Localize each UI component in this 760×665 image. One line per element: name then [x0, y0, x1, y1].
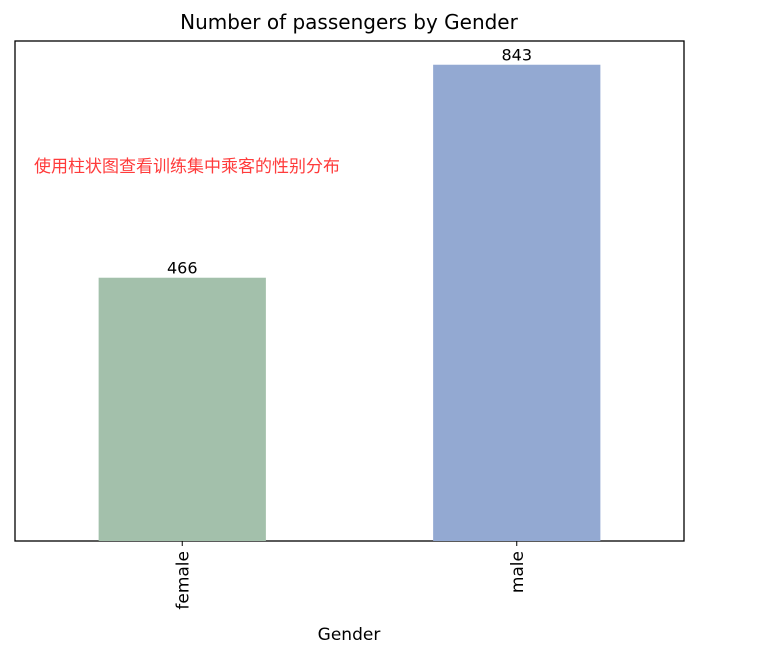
value-label-female: 466 — [167, 259, 198, 278]
x-tick-label-female: female — [173, 551, 193, 610]
value-label-male: 843 — [501, 46, 532, 65]
value-labels-layer: 466 843 — [167, 46, 532, 278]
bars-layer — [98, 64, 601, 541]
plot-area-frame — [14, 40, 685, 542]
chart-annotation: 使用柱状图查看训练集中乘客的性别分布 — [34, 156, 340, 177]
x-axis-label: Gender — [318, 625, 381, 645]
x-ticks-layer: female male — [173, 541, 528, 610]
chart-title: Number of passengers by Gender — [180, 10, 518, 34]
x-tick-label-male: male — [508, 551, 528, 593]
bar-male — [433, 64, 601, 541]
bar-female — [98, 277, 266, 541]
